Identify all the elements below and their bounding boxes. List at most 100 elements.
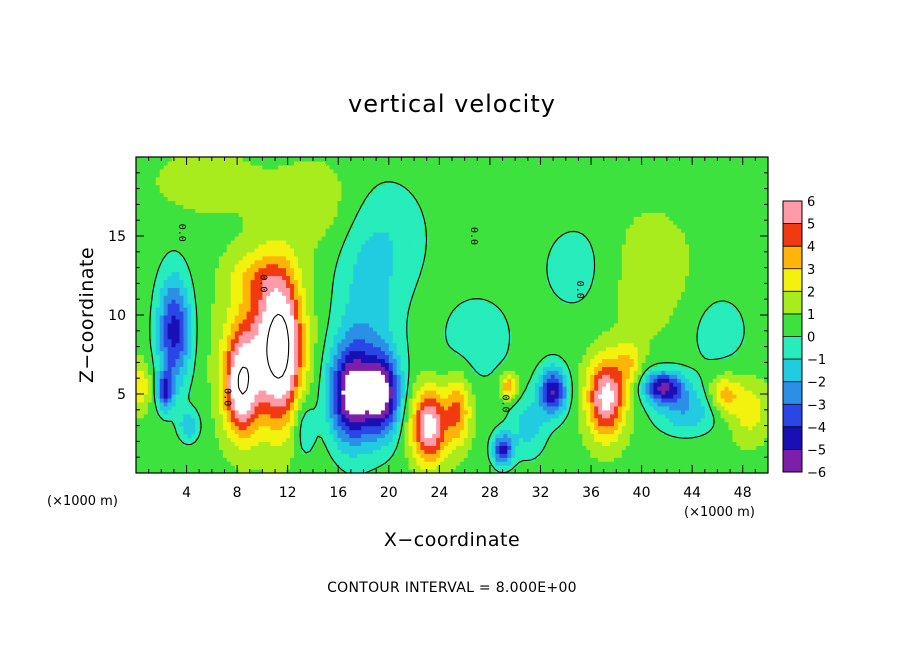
- heat-cell: [542, 382, 548, 387]
- heat-cell: [199, 405, 204, 411]
- heat-cell: [337, 362, 342, 367]
- heat-cell: [487, 409, 493, 415]
- heat-cell: [388, 354, 394, 360]
- heat-cell: [242, 441, 248, 446]
- heat-cell: [234, 378, 240, 383]
- heat-cell: [309, 457, 315, 462]
- heat-cell: [574, 378, 579, 383]
- heat-cell: [594, 370, 599, 375]
- heat-cell: [230, 390, 236, 395]
- heat-cell: [199, 382, 204, 387]
- heat-cell: [396, 425, 402, 431]
- heat-cell: [538, 425, 544, 431]
- heat-cell: [278, 465, 283, 470]
- heat-cell: [440, 362, 445, 367]
- heat-cell: [483, 405, 489, 411]
- heat-cell: [412, 390, 418, 395]
- heat-cell: [282, 401, 287, 407]
- heat-cell: [578, 461, 583, 466]
- heat-cell: [542, 378, 548, 383]
- heat-cell: [558, 449, 564, 454]
- heat-cell: [297, 374, 303, 379]
- heat-cell: [570, 445, 576, 450]
- heat-cell: [380, 429, 386, 435]
- heat-cell: [329, 457, 335, 462]
- heat-cell: [625, 366, 631, 371]
- heat-cell: [151, 453, 157, 458]
- heat-cell: [744, 378, 749, 383]
- heat-cell: [155, 378, 161, 383]
- heat-cell: [586, 397, 591, 403]
- heat-cell: [673, 382, 678, 387]
- heat-cell: [629, 370, 635, 375]
- heat-cell: [254, 358, 260, 363]
- heat-cell: [645, 394, 651, 399]
- heat-cell: [266, 346, 271, 352]
- heat-cell: [455, 401, 461, 407]
- heat-cell: [531, 354, 536, 360]
- heat-cell: [621, 401, 627, 407]
- heat-cell: [440, 429, 445, 435]
- heat-cell: [542, 429, 548, 435]
- heat-cell: [400, 449, 406, 454]
- heat-cell: [380, 386, 386, 391]
- heat-cell: [621, 405, 627, 411]
- heat-cell: [606, 445, 611, 450]
- heat-cell: [538, 374, 544, 379]
- heat-cell: [736, 453, 741, 458]
- heat-cell: [689, 394, 694, 399]
- heat-cell: [171, 374, 177, 379]
- heat-cell: [527, 421, 532, 427]
- heat-cell: [606, 441, 611, 446]
- heat-cell: [313, 465, 319, 470]
- heat-cell: [448, 429, 453, 435]
- heat-cell: [341, 437, 346, 442]
- heat-cell: [665, 429, 670, 435]
- heat-cell: [499, 437, 504, 442]
- heat-cell: [716, 394, 722, 399]
- heat-cell: [420, 453, 425, 458]
- heat-cell: [349, 405, 354, 411]
- heat-cell: [345, 390, 350, 395]
- heat-cell: [748, 350, 753, 356]
- heat-cell: [297, 378, 303, 383]
- heat-cell: [534, 386, 540, 391]
- heat-cell: [511, 469, 516, 473]
- heat-cell: [558, 461, 564, 466]
- heat-cell: [760, 358, 765, 363]
- heat-cell: [396, 465, 402, 470]
- heat-cell: [333, 425, 339, 431]
- heat-cell: [677, 433, 682, 439]
- heat-cell: [234, 449, 240, 454]
- heat-cell: [586, 417, 591, 423]
- heat-cell: [139, 449, 145, 454]
- heat-cell: [246, 413, 252, 419]
- heat-cell: [519, 358, 524, 363]
- heat-cell: [562, 409, 568, 415]
- heat-cell: [503, 401, 508, 407]
- heat-cell: [159, 445, 165, 450]
- heat-cell: [558, 374, 564, 379]
- heat-cell: [222, 437, 228, 442]
- heat-cell: [337, 417, 342, 423]
- heat-cell: [183, 382, 188, 387]
- heat-cell: [226, 433, 232, 439]
- heat-cell: [752, 366, 757, 371]
- heat-cell: [633, 409, 639, 415]
- heat-cell: [546, 469, 552, 473]
- heat-cell: [637, 413, 643, 419]
- heat-cell: [163, 386, 169, 391]
- heat-cell: [554, 386, 560, 391]
- heat-cell: [274, 465, 279, 470]
- heat-cell: [562, 425, 568, 431]
- heat-cell: [665, 397, 670, 403]
- heat-cell: [155, 417, 161, 423]
- heat-cell: [147, 417, 153, 423]
- heat-cell: [452, 350, 457, 356]
- heat-cell: [207, 417, 212, 423]
- heat-cell: [673, 370, 678, 375]
- heat-cell: [574, 465, 579, 470]
- heat-cell: [479, 366, 485, 371]
- heat-cell: [756, 382, 761, 387]
